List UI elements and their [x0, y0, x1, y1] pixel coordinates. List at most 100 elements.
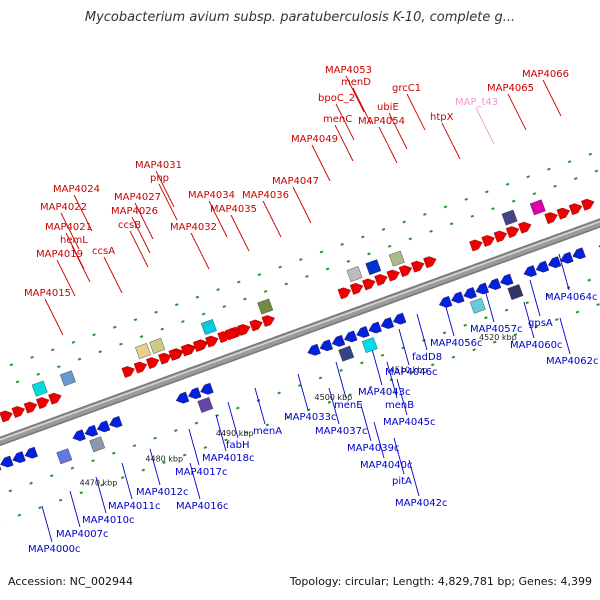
- leader-line: [523, 301, 535, 339]
- forward-gene-arrow: [505, 226, 520, 239]
- track-tick: [15, 380, 20, 384]
- track-tick: [160, 327, 165, 331]
- track-tick: [532, 192, 537, 196]
- track-tick: [49, 474, 54, 478]
- track-tick: [368, 385, 373, 389]
- leader-line: [507, 93, 527, 131]
- track-tick: [175, 303, 179, 307]
- leader-line: [297, 373, 309, 411]
- reverse-gene-label: MAP4033c: [284, 412, 336, 423]
- forward-gene-label: pnp: [150, 173, 169, 184]
- forward-gene-label: bpoC_2: [318, 93, 355, 104]
- track-tick: [380, 353, 385, 357]
- track-tick: [58, 498, 63, 502]
- track-tick: [265, 423, 270, 427]
- forward-gene-arrow: [0, 410, 13, 423]
- reverse-gene-arrow: [109, 415, 123, 428]
- scale-tick-label: 4510 kbp: [390, 366, 428, 375]
- reverse-gene-box: [507, 284, 524, 301]
- leader-line: [371, 348, 383, 386]
- forward-gene-arrow: [581, 198, 595, 211]
- leader-line: [378, 126, 398, 164]
- leader-line: [56, 259, 76, 297]
- reverse-gene-label: MAP4011c: [108, 501, 160, 512]
- reverse-gene-box: [338, 345, 355, 362]
- track-tick: [181, 320, 185, 324]
- track-tick: [470, 214, 475, 218]
- forward-gene-arrow: [36, 397, 50, 410]
- forward-gene-arrow: [544, 212, 558, 225]
- reverse-gene-label: MAP4037c: [315, 426, 367, 437]
- scale-tick-label: 4520 kbp: [479, 333, 517, 342]
- reverse-gene-label: MAP4064c: [545, 292, 597, 303]
- track-tick: [98, 350, 102, 354]
- leader-line: [328, 387, 340, 425]
- leader-line: [542, 79, 562, 117]
- leader-line: [559, 317, 571, 355]
- track-tick: [319, 250, 324, 254]
- leader-line: [230, 214, 250, 252]
- reverse-gene-label: MAP4007c: [56, 529, 108, 540]
- forward-gene-label: ccsB: [118, 220, 141, 231]
- track-tick: [133, 318, 138, 322]
- reverse-gene-label: MAP4062c: [546, 356, 598, 367]
- track-tick: [449, 222, 454, 226]
- leader-line: [398, 328, 410, 366]
- track-tick: [8, 489, 13, 493]
- track-tick: [299, 258, 303, 261]
- forward-gene-label: menC: [323, 114, 352, 125]
- track-tick: [153, 436, 157, 440]
- reverse-gene-arrow: [438, 295, 453, 308]
- leader-line: [73, 194, 93, 232]
- track-tick: [587, 278, 591, 282]
- track-tick: [348, 393, 352, 397]
- leader-line: [335, 103, 355, 141]
- forward-gene-arrow: [180, 344, 195, 357]
- leader-line: [373, 421, 385, 459]
- track-tick: [237, 280, 241, 284]
- track-tick: [387, 244, 392, 248]
- forward-gene-label: MAP4022: [40, 202, 87, 213]
- track-tick: [119, 342, 123, 346]
- track-tick: [553, 184, 557, 188]
- track-tick: [263, 290, 268, 293]
- forward-gene-box: [257, 298, 274, 315]
- track-tick: [442, 331, 447, 335]
- forward-gene-arrow: [249, 319, 263, 332]
- leader-line: [190, 232, 210, 270]
- forward-gene-label: MAP4053: [325, 65, 372, 76]
- leader-line: [529, 279, 541, 317]
- track-tick: [526, 175, 530, 179]
- forward-gene-label: MAP4026: [111, 206, 158, 217]
- leader-line: [131, 216, 151, 254]
- reverse-gene-arrow: [368, 321, 382, 334]
- reverse-gene-box: [469, 297, 486, 314]
- forward-gene-arrow: [481, 235, 495, 247]
- reverse-gene-label: MAP4060c: [510, 340, 562, 351]
- forward-gene-label: htpX: [430, 112, 454, 123]
- track-tick: [243, 297, 247, 301]
- leader-line: [441, 122, 461, 160]
- reverse-gene-label: MAP4012c: [136, 487, 188, 498]
- leader-line: [149, 448, 161, 486]
- reverse-gene-label: menE: [334, 400, 363, 411]
- track-tick: [182, 453, 187, 457]
- forward-gene-arrow: [168, 349, 182, 361]
- reverse-gene-arrow: [72, 429, 86, 442]
- leader-line: [334, 124, 354, 162]
- leader-line: [95, 476, 107, 514]
- track-tick: [203, 446, 208, 449]
- reverse-gene-label: menB: [385, 400, 414, 411]
- reverse-gene-label: MAP4000c: [28, 544, 80, 555]
- forward-gene-arrow: [568, 203, 583, 216]
- reverse-gene-box: [89, 436, 106, 453]
- reverse-gene-arrow: [500, 273, 514, 286]
- reverse-gene-label: MAP4040c: [360, 460, 412, 471]
- reverse-gene-label: MAP4046c: [385, 367, 437, 378]
- track-tick: [339, 368, 343, 372]
- leader-line: [215, 414, 227, 452]
- track-tick: [306, 408, 311, 412]
- track-tick: [9, 363, 14, 367]
- leader-line: [69, 490, 81, 528]
- track-tick: [216, 288, 220, 292]
